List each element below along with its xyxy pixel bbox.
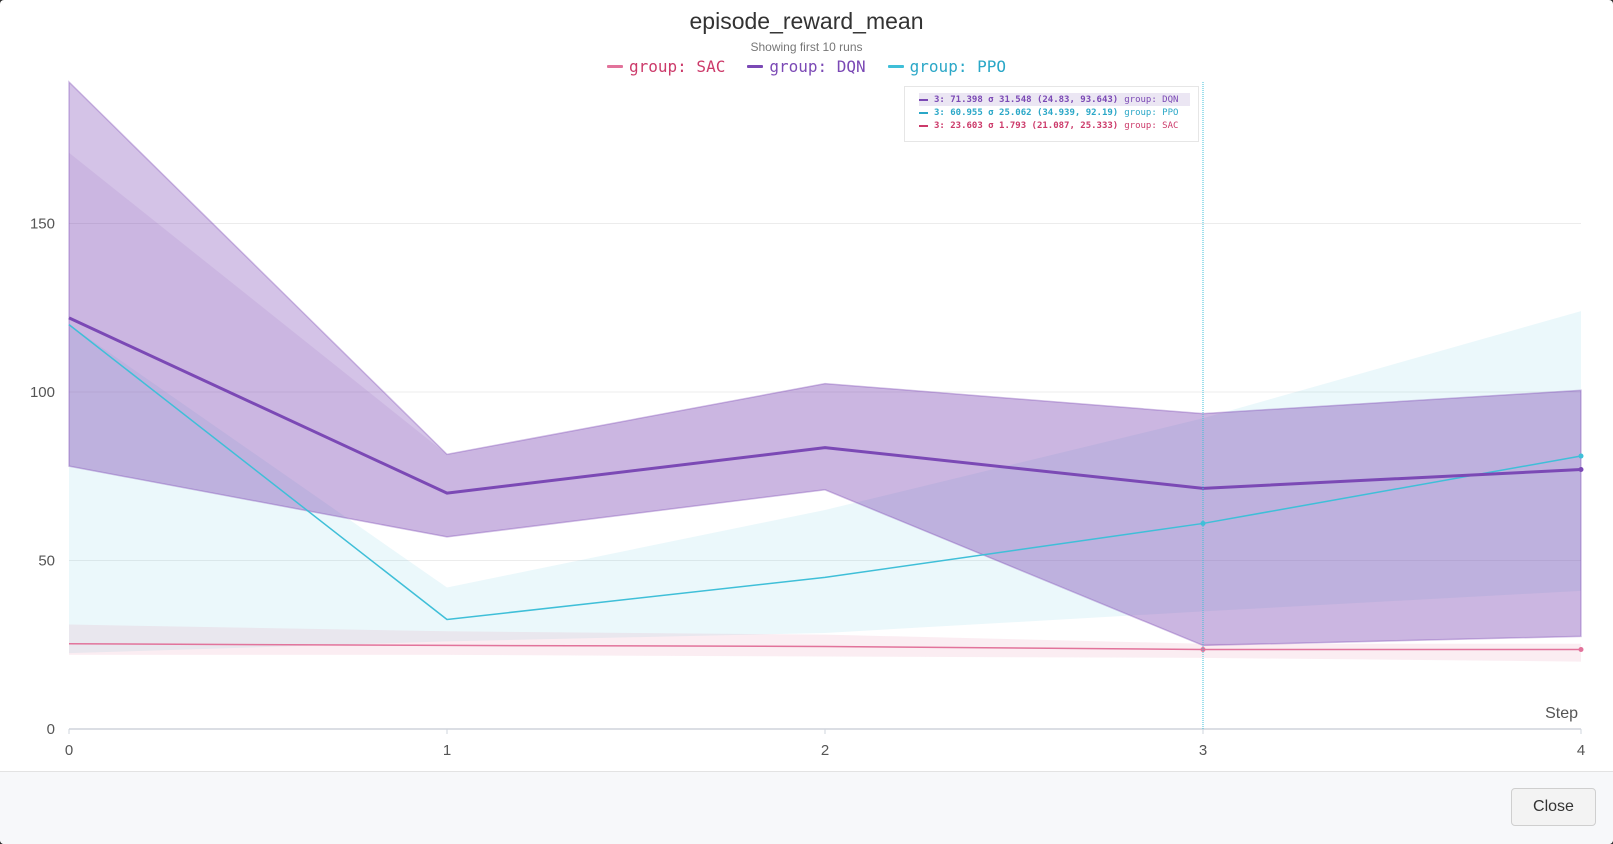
point-ppo-step-4 xyxy=(1578,453,1584,459)
x-axis-title: Step xyxy=(1545,705,1578,722)
point-sac-step-3 xyxy=(1200,646,1206,652)
tooltip-swatch-sac xyxy=(919,124,928,127)
tooltip-row-dqn: 3: 71.398 σ 31.548 (24.83, 93.643) group… xyxy=(919,93,1190,106)
y-tick-label-50: 50 xyxy=(38,553,55,570)
hover-tooltip: 3: 71.398 σ 31.548 (24.83, 93.643) group… xyxy=(904,86,1199,142)
x-tick-label-4: 4 xyxy=(1577,742,1585,759)
tooltip-swatch-dqn xyxy=(919,98,928,101)
chart-title: episode_reward_mean xyxy=(689,8,924,34)
chart-subtitle: Showing first 10 runs xyxy=(750,40,863,54)
point-ppo-step-3 xyxy=(1200,520,1206,526)
legend-swatch-sac xyxy=(607,65,623,68)
band-ppo xyxy=(69,311,1581,654)
legend-label-dqn: group: DQN xyxy=(769,57,866,76)
point-dqn-step-4 xyxy=(1578,467,1584,473)
tooltip-value-ppo: 3: 60.955 σ 25.062 (34.939, 92.19) xyxy=(934,107,1119,118)
point-sac-step-4 xyxy=(1578,646,1584,652)
tooltip-value-dqn: 3: 71.398 σ 31.548 (24.83, 93.643) xyxy=(934,94,1119,105)
chart-legend: group: SAC group: DQN group: PPO xyxy=(0,57,1613,76)
tooltip-group-sac: group: SAC xyxy=(1124,120,1179,131)
legend-label-ppo: group: PPO xyxy=(909,57,1006,76)
legend-swatch-dqn xyxy=(747,65,764,68)
x-tick-label-1: 1 xyxy=(443,742,451,759)
legend-item-dqn[interactable]: group: DQN xyxy=(747,57,866,76)
line-chart[interactable]: 0 50 100 150 0 1 2 3 4 Step xyxy=(0,0,1613,770)
line-dqn xyxy=(68,316,1582,495)
legend-item-ppo[interactable]: group: PPO xyxy=(887,57,1006,76)
legend-item-sac[interactable]: group: SAC xyxy=(607,57,725,76)
tooltip-group-dqn: group: DQN xyxy=(1124,94,1179,105)
modal-footer xyxy=(0,771,1613,844)
y-tick-label-150: 150 xyxy=(30,216,55,233)
y-tick-label-0: 0 xyxy=(47,721,55,738)
tooltip-row-sac: 3: 23.603 σ 1.793 (21.087, 25.333) group… xyxy=(919,119,1190,132)
x-tick-label-2: 2 xyxy=(821,742,829,759)
tooltip-value-sac: 3: 23.603 σ 1.793 (21.087, 25.333) xyxy=(934,120,1119,131)
x-tick-label-0: 0 xyxy=(65,742,73,759)
tooltip-group-ppo: group: PPO xyxy=(1124,107,1179,118)
close-button[interactable]: Close xyxy=(1511,788,1596,826)
legend-label-sac: group: SAC xyxy=(629,57,726,76)
y-tick-label-100: 100 xyxy=(30,384,55,401)
tooltip-swatch-ppo xyxy=(919,111,928,114)
x-tick-label-3: 3 xyxy=(1199,742,1207,759)
tooltip-row-ppo: 3: 60.955 σ 25.062 (34.939, 92.19) group… xyxy=(919,106,1190,119)
legend-swatch-ppo xyxy=(887,65,904,68)
line-sac xyxy=(68,642,1581,651)
line-ppo xyxy=(68,324,1582,621)
